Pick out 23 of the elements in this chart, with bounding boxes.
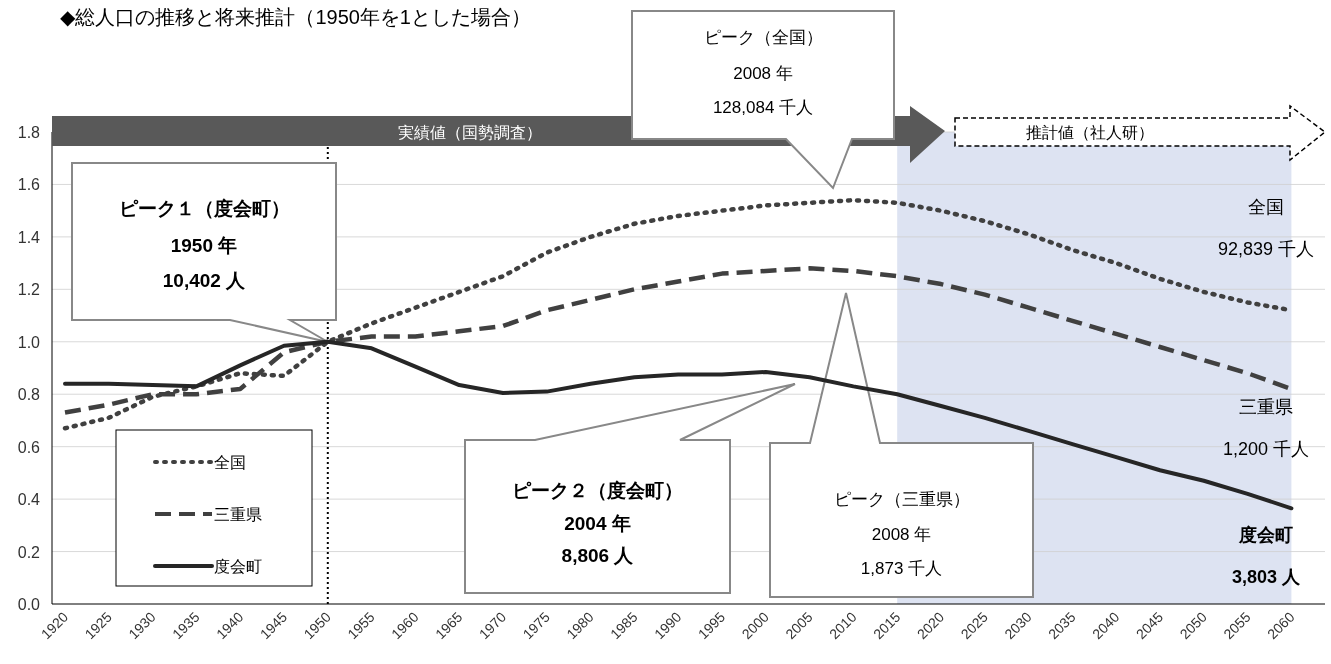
legend-label: 全国 bbox=[214, 454, 246, 471]
text: 全国 92,839 千人 bbox=[1217, 197, 1315, 259]
y-tick-label: 1.0 bbox=[17, 333, 41, 351]
y-tick-label: 0.6 bbox=[17, 438, 41, 456]
y-tick-label: 0.0 bbox=[17, 596, 41, 613]
annotation: ピーク１（度会町） 1950 年 10,402 人 bbox=[118, 198, 290, 291]
y-tick-label: 1.6 bbox=[17, 176, 41, 194]
text: ピーク（全国） 2008 年 128,084 千人 bbox=[703, 28, 823, 117]
y-tick-label: 0.2 bbox=[17, 543, 41, 561]
text: 度会町 3,803 人 bbox=[1231, 525, 1301, 587]
y-tick-label: 1.4 bbox=[17, 228, 41, 246]
chart-title: ◆総人口の推移と将来推計（1950年を1とした場合） bbox=[60, 6, 531, 28]
y-tick-label: 0.8 bbox=[17, 386, 41, 404]
annotation: ピーク２（度会町） 2004 年 8,806 人 bbox=[512, 480, 683, 566]
y-tick-label: 0.4 bbox=[17, 491, 41, 509]
legend-label: 度会町 bbox=[214, 558, 262, 575]
annotation: 推計値（社人研） bbox=[1026, 124, 1154, 141]
legend-label: 三重県 bbox=[214, 506, 262, 523]
y-tick-label: 1.2 bbox=[17, 281, 41, 299]
y-tick-label: 1.8 bbox=[17, 124, 41, 141]
annotation: ピーク（三重県） 2008 年 1,873 千人 bbox=[833, 490, 970, 578]
annotation: 実績値（国勢調査） bbox=[398, 124, 542, 141]
text: 三重県 1,200 千人 bbox=[1222, 397, 1310, 459]
